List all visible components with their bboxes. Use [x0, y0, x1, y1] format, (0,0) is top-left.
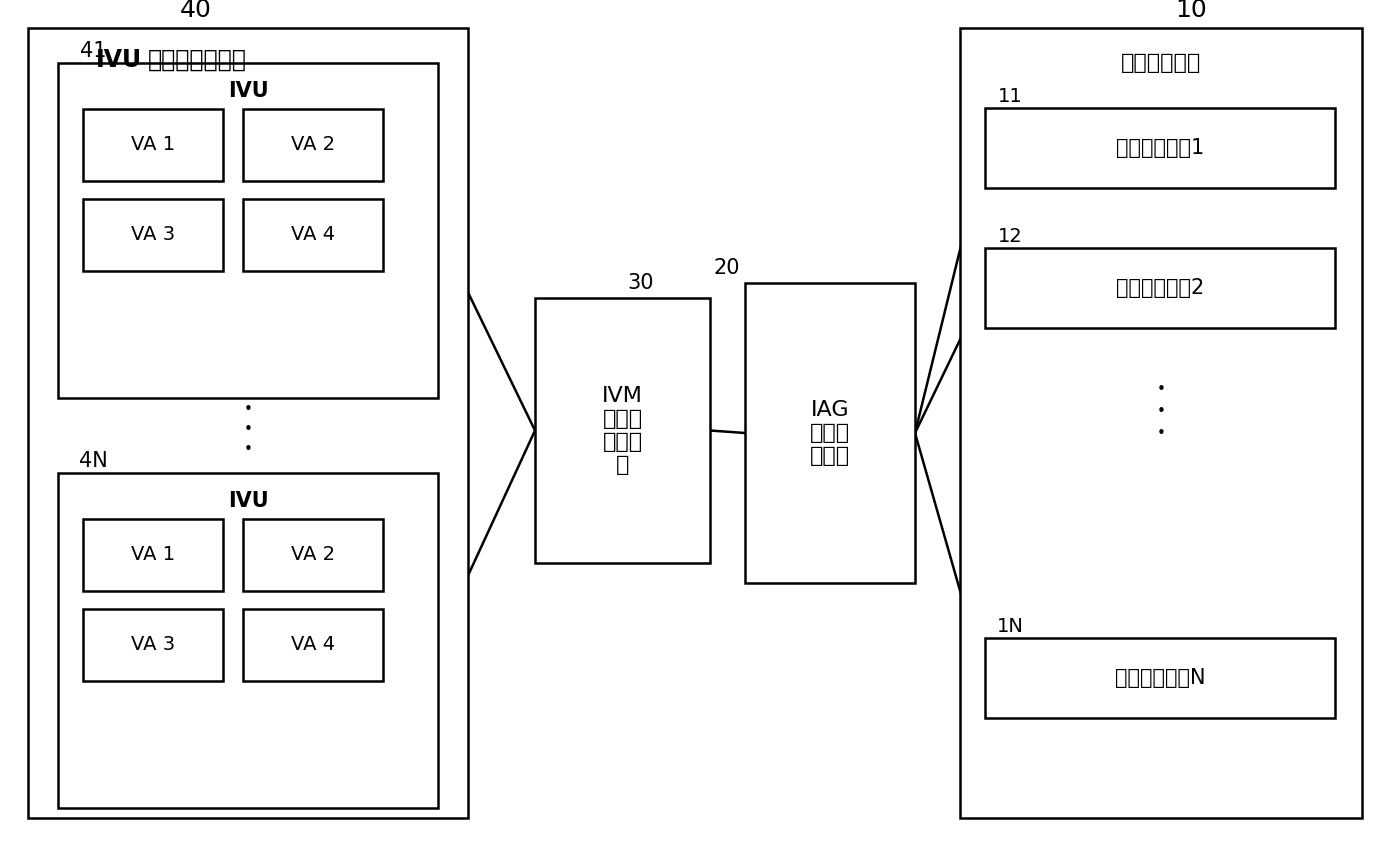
Text: 4N: 4N [79, 451, 107, 471]
Text: •: • [243, 403, 253, 417]
Text: IVU: IVU [228, 81, 268, 101]
Text: 10: 10 [1175, 0, 1207, 22]
Text: 11: 11 [997, 86, 1022, 105]
Bar [985, 108, 1335, 188]
Text: VA 1: VA 1 [131, 545, 175, 565]
Bar [58, 473, 438, 808]
Text: 41: 41 [79, 41, 106, 61]
Text: 20: 20 [714, 258, 740, 278]
Bar [83, 609, 224, 681]
Text: IVU: IVU [228, 491, 268, 511]
Text: •: • [243, 443, 253, 458]
Text: 12: 12 [997, 226, 1022, 246]
Text: VA 4: VA 4 [290, 226, 335, 244]
Bar [83, 199, 224, 271]
Text: •: • [1157, 426, 1165, 440]
Text: •: • [1157, 382, 1165, 397]
Bar [58, 63, 438, 398]
Text: VA 4: VA 4 [290, 635, 335, 655]
Text: 视频监控平台N: 视频监控平台N [1115, 668, 1206, 688]
Text: 40: 40 [179, 0, 211, 22]
Text: 30: 30 [628, 273, 654, 293]
Text: •: • [243, 422, 253, 438]
Bar [83, 109, 224, 181]
Text: IVU: IVU [96, 48, 142, 72]
Bar [243, 609, 383, 681]
Bar [985, 638, 1335, 718]
Text: 视频监控平台1: 视频监控平台1 [1115, 138, 1204, 158]
Text: VA 3: VA 3 [131, 226, 175, 244]
Text: 视频监控平台: 视频监控平台 [1121, 53, 1201, 73]
Bar [28, 28, 468, 818]
Text: VA 2: VA 2 [290, 545, 335, 565]
Bar [535, 298, 710, 563]
Text: VA 3: VA 3 [131, 635, 175, 655]
Bar [745, 283, 915, 583]
Bar [83, 519, 224, 591]
Text: 智能分析服务器: 智能分析服务器 [149, 48, 247, 72]
Bar [960, 28, 1363, 818]
Text: IVM
智能管
理服务
器: IVM 智能管 理服务 器 [601, 386, 643, 475]
Bar [243, 199, 383, 271]
Text: 1N: 1N [996, 616, 1024, 635]
Text: 视频监控平台2: 视频监控平台2 [1115, 278, 1204, 298]
Text: VA 2: VA 2 [290, 136, 335, 154]
Text: VA 1: VA 1 [131, 136, 175, 154]
Text: •: • [1157, 404, 1165, 419]
Bar [243, 519, 383, 591]
Bar [243, 109, 383, 181]
Bar [985, 248, 1335, 328]
Text: IAG
综合接
入网关: IAG 综合接 入网关 [810, 399, 850, 466]
